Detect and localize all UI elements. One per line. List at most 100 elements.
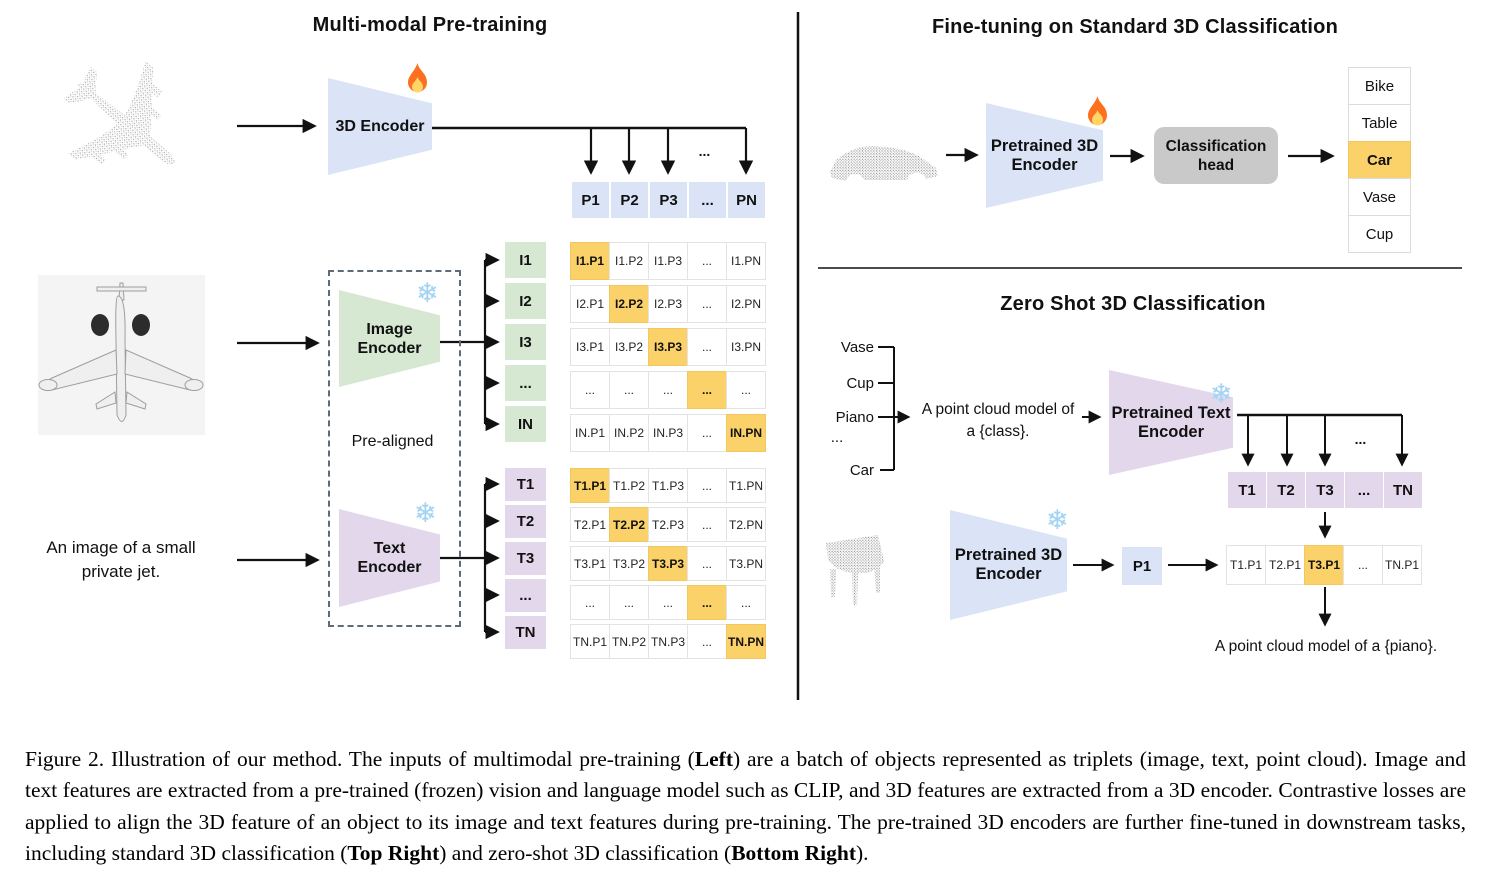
caption-segment: ) and zero-shot 3D classification ( [439,841,732,865]
finetune-panel-title: Fine-tuning on Standard 3D Classificatio… [931,16,1338,38]
matrix-cell: IN.PN [726,414,766,452]
matrix-cell: I3.P3 [648,328,688,366]
matrix-cell: I2.PN [726,285,766,323]
zeroshot-class-label: Piano [835,409,874,426]
matrix-cell: TN.P3 [648,624,688,659]
matrix-cell: T1.P2 [609,468,649,503]
matrix-cell: T1.P3 [648,468,688,503]
caption-segment: Figure 2. Illustration of our method. Th… [25,746,695,771]
matrix-cell: ... [726,585,766,620]
matrix-cell: I1.P3 [648,242,688,280]
classification-head-box: Classification head [1154,127,1278,184]
text-feature-column: T1 T2 T3 ... TN [505,468,546,649]
zeroshot-class-label: Car [849,462,874,479]
t-cell: T3 [1306,472,1344,508]
matrix-cell: IN.P3 [648,414,688,452]
snowflake-icon: ❄ [1046,505,1069,535]
svg-text:✈: ✈ [1,1,244,251]
zeroshot-similarity-row: T1.P1 T2.P1 T3.P1 ... TN.P1 [1226,545,1422,585]
snowflake-icon: ❄ [1210,379,1233,409]
caption-segment: ) are a batch of objects represented as … [25,746,1466,866]
matrix-cell: T3.PN [726,546,766,581]
sim-cell: ... [1343,545,1383,585]
left-panel-title: Multi-modal Pre-training [312,14,548,36]
matrix-cell: T3.P2 [609,546,649,581]
image-feature-column: I1 I2 I3 ... IN [505,242,546,442]
sim-cell-max: T3.P1 [1304,545,1344,585]
sim-cell: T2.P1 [1265,545,1305,585]
matrix-cell: T1.P1 [570,468,610,503]
t-cell: TN [505,616,546,649]
matrix-cell: ... [687,242,727,280]
piano-point-cloud [826,535,884,605]
airplane-point-cloud: ✈ [1,1,244,251]
t-cell: T3 [505,542,546,575]
sim-cell: TN.P1 [1382,545,1422,585]
matrix-cell: IN.P1 [570,414,610,452]
car-point-cloud [830,145,938,181]
matrix-cell: TN.P1 [570,624,610,659]
matrix-cell: ... [609,371,649,409]
class-cell-predicted: Car [1348,141,1411,179]
matrix-cell: ... [687,546,727,581]
fire-icon [408,63,427,93]
matrix-cell: ... [687,328,727,366]
matrix-cell: ... [726,371,766,409]
i-cell: ... [505,365,546,401]
caption-bold-left: Left [694,746,733,771]
sim-cell: T1.P1 [1226,545,1266,585]
text-point-similarity-matrix: T1.P1 T1.P2 T1.P3 ... T1.PN T2.P1 T2.P2 … [570,468,766,659]
matrix-cell: ... [687,371,727,409]
zeroshot-class-ellipsis: ... [830,429,844,446]
airplane-image [38,275,205,435]
zeroshot-panel-title: Zero Shot 3D Classification [1000,293,1266,315]
class-cell: Table [1348,104,1411,142]
zeroshot-t-row: T1 T2 T3 ... TN [1228,472,1422,508]
p1-feature-cell: P1 [1122,547,1162,585]
matrix-cell: T3.P3 [648,546,688,581]
matrix-cell: ... [687,624,727,659]
matrix-cell: T2.P3 [648,507,688,542]
caption-segment: ). [856,841,869,865]
matrix-cell: I2.P1 [570,285,610,323]
matrix-cell: ... [687,507,727,542]
matrix-cell: T2.P1 [570,507,610,542]
matrix-cell: IN.P2 [609,414,649,452]
p-feature-row: P1 P2 P3 ... PN [572,182,765,218]
matrix-cell: I3.P1 [570,328,610,366]
p-cell: ... [689,182,726,218]
zeroshot-class-label: Cup [846,375,874,392]
pre-aligned-label: Pre-aligned [351,433,434,450]
matrix-cell: T1.PN [726,468,766,503]
zeroshot-class-label: Vase [840,339,874,356]
p-cell: P1 [572,182,609,218]
matrix-cell: TN.PN [726,624,766,659]
matrix-cell: I1.PN [726,242,766,280]
matrix-cell: I1.P1 [570,242,610,280]
t-row-ellipsis: ... [1354,431,1367,447]
matrix-cell: ... [648,585,688,620]
snowflake-icon: ❄ [416,278,439,308]
matrix-cell: ... [687,468,727,503]
p-cell: P2 [611,182,648,218]
caption-bold-bottom-right: Bottom Right [731,841,857,865]
p-cell: P3 [650,182,687,218]
matrix-cell: TN.P2 [609,624,649,659]
image-point-similarity-matrix: I1.P1 I1.P2 I1.P3 ... I1.PN I2.P1 I2.P2 … [570,242,766,452]
class-cell: Vase [1348,178,1411,216]
zeroshot-result-text: A point cloud model of a {piano}. [1214,638,1438,655]
p-cell: PN [728,182,765,218]
t-cell: ... [1345,472,1383,508]
matrix-cell: I3.P2 [609,328,649,366]
pre-aligned-box [328,270,461,627]
t-cell: T1 [1228,472,1266,508]
matrix-cell: I2.P3 [648,285,688,323]
i-cell: IN [505,406,546,442]
class-cell: Cup [1348,215,1411,253]
t-cell: T2 [1267,472,1305,508]
i-cell: I3 [505,324,546,360]
matrix-cell: ... [648,371,688,409]
text-input-caption: An image of a small private jet. [46,538,196,581]
t-cell: ... [505,579,546,612]
p-row-ellipsis: ... [698,143,711,159]
